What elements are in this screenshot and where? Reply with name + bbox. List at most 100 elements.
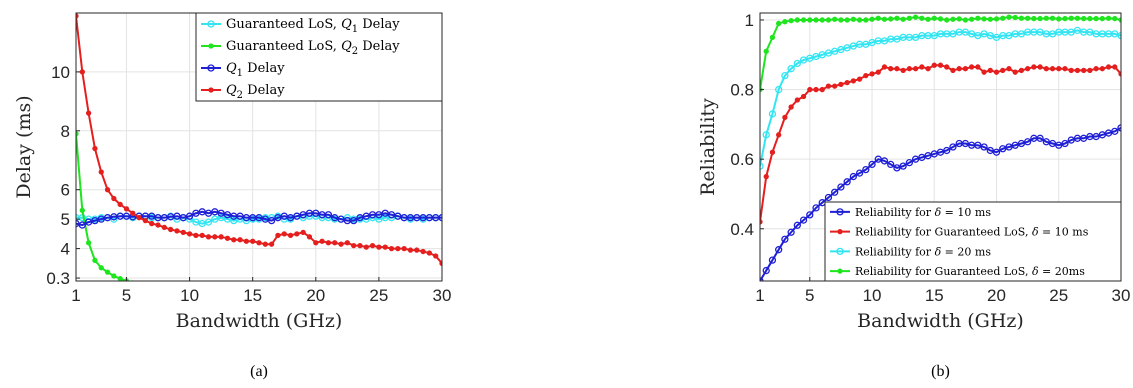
- b-data-point: [924, 152, 932, 160]
- b-data-point: [906, 15, 913, 21]
- b-data-point: [1099, 15, 1105, 22]
- b-data-point: [837, 45, 845, 54]
- a-x-tick-label: 25: [369, 286, 388, 305]
- b-data-point: [956, 16, 962, 22]
- b-data-point: [807, 86, 813, 93]
- b-data-point: [875, 69, 881, 75]
- a-data-point: [79, 207, 85, 213]
- a-data-point: [199, 232, 205, 239]
- reliability-chart-y-axis-label: Reliability: [697, 98, 719, 196]
- a-data-point: [204, 218, 213, 226]
- reliability-chart-legend: Reliability for δ = 10 ms Reliability for…: [824, 201, 1122, 282]
- b-x-tick-label: 20: [987, 286, 1006, 305]
- b-data-point: [787, 228, 795, 236]
- b-data-point: [874, 155, 882, 163]
- a-data-point: [363, 244, 369, 250]
- a-data-point: [390, 296, 394, 300]
- b-data-point: [912, 14, 919, 20]
- b-x-tick-label: 5: [805, 286, 814, 305]
- a-data-point: [180, 229, 186, 236]
- b-data-point: [763, 48, 769, 54]
- a-data-point: [421, 297, 425, 301]
- b-data-point: [838, 81, 844, 88]
- b-data-point: [806, 54, 814, 62]
- a-x-tick-label: 1: [71, 286, 80, 305]
- b-data-point: [900, 16, 906, 22]
- b-data-point: [800, 93, 807, 100]
- b-data-point: [905, 159, 914, 167]
- b-data-point: [999, 145, 1007, 153]
- b-data-point: [961, 139, 970, 148]
- delay-chart-y-axis-label: Delay (ms): [13, 95, 35, 198]
- b-data-point: [937, 16, 944, 22]
- b-data-point: [762, 266, 770, 275]
- a-data-point: [262, 241, 268, 247]
- a-data-point: [78, 221, 86, 229]
- b-data-point: [1048, 139, 1057, 148]
- a-y-tick-label: 10: [51, 63, 70, 82]
- b-data-point: [888, 66, 894, 72]
- b-data-point: [1005, 31, 1013, 40]
- a-x-tick-label: 30: [433, 286, 452, 305]
- b-data-point: [1068, 67, 1074, 74]
- b-data-point: [987, 67, 993, 74]
- b-data-point: [1017, 30, 1026, 38]
- b-data-point: [925, 16, 931, 22]
- a-x-tick-label: 20: [306, 286, 325, 305]
- a-data-point: [92, 257, 98, 264]
- b-data-point: [893, 164, 901, 172]
- b-data-point: [911, 33, 920, 42]
- b-data-point: [944, 17, 950, 23]
- b-data-point: [931, 15, 937, 21]
- a-legend-box: [195, 12, 443, 102]
- a-data-point: [117, 275, 123, 281]
- a-data-point: [130, 210, 136, 216]
- b-data-point: [1099, 66, 1105, 72]
- b-data-point: [1006, 66, 1012, 72]
- b-data-point: [1105, 15, 1112, 21]
- a-data-point: [395, 245, 401, 252]
- a-data-point: [117, 201, 123, 208]
- b-data-point: [962, 17, 969, 23]
- b-data-point: [813, 17, 819, 23]
- a-legend-swatch-marker: [207, 20, 215, 28]
- a-data-point: [306, 234, 313, 240]
- b-data-point: [775, 246, 783, 254]
- a-y-tick-label: 5: [61, 210, 70, 229]
- b-data-point: [794, 17, 800, 23]
- b-data-point: [819, 86, 825, 93]
- b-data-point: [1043, 15, 1049, 21]
- b-y-tick-label: 0.4: [730, 220, 754, 239]
- b-data-point: [869, 16, 875, 22]
- b-data-point: [800, 17, 807, 23]
- b-data-point: [793, 221, 801, 229]
- a-y-tick-label: 6: [61, 181, 70, 200]
- b-data-point: [1049, 15, 1056, 21]
- b-data-point: [1111, 30, 1119, 38]
- a-data-point: [185, 212, 194, 220]
- a-legend-swatch-marker: [207, 64, 215, 72]
- b-data-point: [760, 162, 764, 170]
- b-y-tick-label: 1: [745, 11, 754, 30]
- b-data-point: [1024, 66, 1031, 72]
- a-data-point: [169, 288, 173, 292]
- b-data-point: [781, 71, 789, 80]
- a-data-point: [256, 240, 262, 246]
- a-data-point: [289, 295, 293, 299]
- b-data-point: [793, 59, 801, 68]
- a-data-point: [438, 214, 442, 222]
- a-data-point: [79, 69, 85, 75]
- b-data-point: [1087, 15, 1093, 22]
- a-data-point: [168, 226, 174, 233]
- b-data-point: [1105, 64, 1112, 70]
- a-data-point: [200, 291, 204, 295]
- a-data-point: [338, 241, 344, 247]
- a-data-point: [415, 297, 419, 301]
- b-data-point: [812, 204, 820, 212]
- b-data-point: [768, 110, 777, 118]
- a-data-point: [250, 238, 256, 244]
- b-data-point: [825, 17, 832, 23]
- a-data-point: [104, 187, 111, 193]
- b-data-point: [1093, 66, 1099, 72]
